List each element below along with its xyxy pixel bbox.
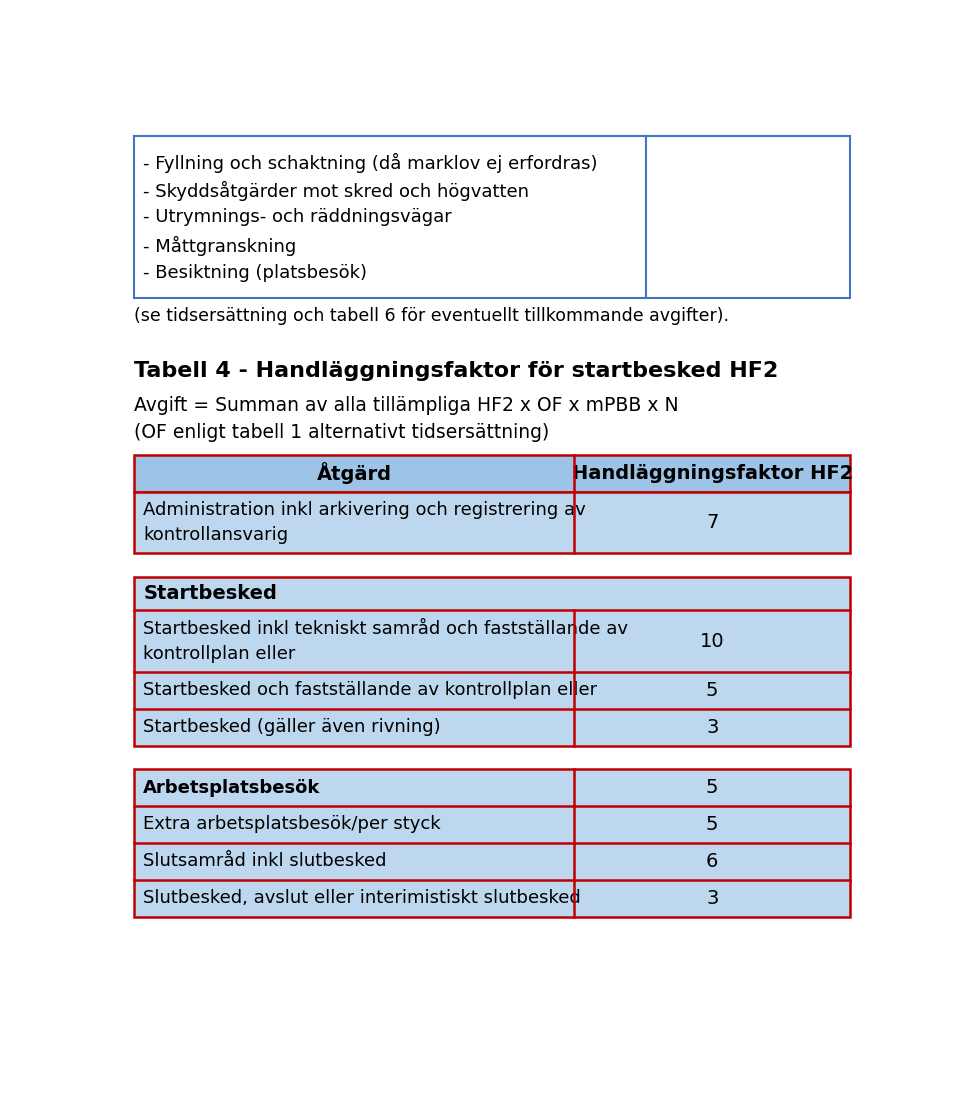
- Text: Extra arbetsplatsbesök/per styck: Extra arbetsplatsbesök/per styck: [143, 815, 441, 833]
- Text: Slutsamråd inkl slutbesked: Slutsamråd inkl slutbesked: [143, 853, 387, 871]
- Text: 5: 5: [706, 778, 718, 797]
- Text: Startbesked: Startbesked: [143, 584, 277, 603]
- Text: Arbetsplatsbesök: Arbetsplatsbesök: [143, 778, 321, 797]
- Text: 5: 5: [706, 815, 718, 834]
- Bar: [134, 769, 574, 806]
- Text: Avgift = Summan av alla tillämpliga HF2 x OF x mPBB x N: Avgift = Summan av alla tillämpliga HF2 …: [134, 397, 679, 415]
- Bar: [134, 672, 574, 709]
- Bar: [134, 491, 850, 553]
- Text: 3: 3: [706, 889, 718, 908]
- Bar: [134, 843, 574, 879]
- Text: Tabell 4 - Handläggningsfaktor för startbesked HF2: Tabell 4 - Handläggningsfaktor för start…: [134, 361, 779, 381]
- Bar: [574, 769, 850, 806]
- Bar: [134, 576, 850, 746]
- Text: 5: 5: [706, 681, 718, 700]
- Bar: [574, 806, 850, 843]
- Text: 6: 6: [706, 852, 718, 871]
- Bar: [134, 455, 850, 491]
- Text: Handläggningsfaktor HF2: Handläggningsfaktor HF2: [571, 464, 852, 483]
- Text: Startbesked inkl tekniskt samråd och fastställande av
kontrollplan eller: Startbesked inkl tekniskt samråd och fas…: [143, 619, 628, 662]
- Text: 7: 7: [706, 514, 718, 532]
- Text: 3: 3: [706, 717, 718, 737]
- Bar: [134, 879, 574, 917]
- Text: - Skyddsåtgärder mot skred och högvatten: - Skyddsåtgärder mot skred och högvatten: [143, 181, 529, 201]
- Text: (OF enligt tabell 1 alternativt tidsersättning): (OF enligt tabell 1 alternativt tidsersä…: [134, 422, 549, 442]
- Bar: [134, 806, 574, 843]
- Bar: [574, 611, 850, 672]
- Bar: [134, 576, 850, 611]
- Text: - Måttgranskning: - Måttgranskning: [143, 236, 297, 257]
- Text: Startbesked och fastställande av kontrollplan eller: Startbesked och fastställande av kontrol…: [143, 681, 597, 700]
- Bar: [574, 672, 850, 709]
- Bar: [134, 769, 850, 917]
- Bar: [134, 709, 574, 746]
- Bar: [574, 879, 850, 917]
- Bar: [134, 491, 574, 553]
- Text: Startbesked (gäller även rivning): Startbesked (gäller även rivning): [143, 719, 441, 736]
- Bar: [134, 136, 646, 298]
- Bar: [574, 709, 850, 746]
- Text: Åtgärd: Åtgärd: [317, 463, 392, 485]
- Bar: [574, 843, 850, 879]
- Bar: [134, 611, 574, 672]
- Text: Slutbesked, avslut eller interimistiskt slutbesked: Slutbesked, avslut eller interimistiskt …: [143, 889, 581, 907]
- Text: - Fyllning och schaktning (då marklov ej erfordras): - Fyllning och schaktning (då marklov ej…: [143, 153, 598, 173]
- Text: - Utrymnings- och räddningsvägar: - Utrymnings- och räddningsvägar: [143, 208, 452, 227]
- Text: - Besiktning (platsbesök): - Besiktning (platsbesök): [143, 263, 368, 282]
- Bar: [574, 491, 850, 553]
- Text: Administration inkl arkivering och registrering av
kontrollansvarig: Administration inkl arkivering och regis…: [143, 501, 586, 544]
- Bar: [646, 136, 850, 298]
- Text: (se tidsersättning och tabell 6 för eventuellt tillkommande avgifter).: (se tidsersättning och tabell 6 för even…: [134, 307, 729, 325]
- Text: 10: 10: [700, 631, 725, 650]
